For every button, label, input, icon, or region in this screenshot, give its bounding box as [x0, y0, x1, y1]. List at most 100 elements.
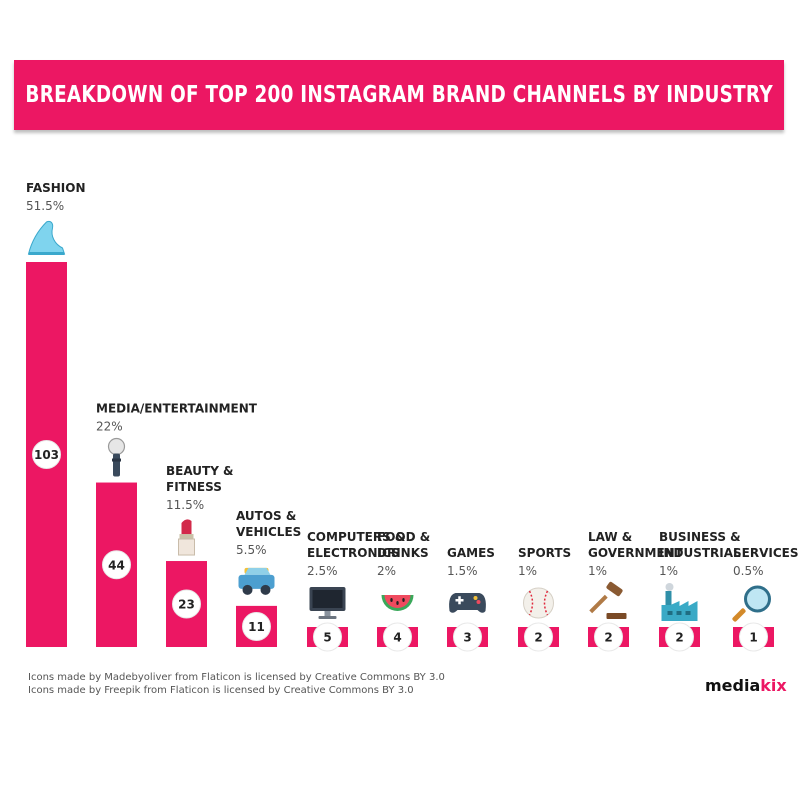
melon-seed — [390, 598, 393, 602]
car-wheel — [242, 584, 253, 595]
value-label: 23 — [178, 598, 195, 612]
value-badge — [594, 622, 623, 652]
category-label: COMPUTERS & — [307, 530, 405, 544]
category-label: BEAUTY & — [166, 464, 234, 478]
baseball-stitch — [528, 590, 534, 616]
percent-label: 1.5% — [447, 564, 478, 578]
credit-line: Icons made by Freepik from Flaticon is l… — [28, 685, 414, 696]
monitor-screen — [312, 590, 343, 608]
category-label: FASHION — [26, 181, 86, 195]
percent-label: 22% — [96, 420, 123, 434]
percent-label: 2.5% — [307, 564, 338, 578]
percent-label: 5.5% — [236, 543, 267, 557]
percent-label: 1% — [518, 564, 537, 578]
value-badge — [242, 611, 271, 641]
game-controller-icon — [449, 593, 486, 613]
value-badge — [665, 622, 694, 652]
value-badge — [172, 589, 201, 619]
category-label: INDUSTRIAL — [659, 546, 741, 560]
microphone-icon — [107, 437, 126, 477]
controller-button — [473, 596, 478, 600]
value-badge — [524, 622, 553, 652]
value-badge — [32, 440, 61, 469]
mic-band — [112, 458, 121, 462]
value-badge — [102, 550, 131, 580]
gavel-head — [606, 581, 623, 597]
value-label: 1 — [749, 631, 757, 645]
category-label: FITNESS — [166, 480, 222, 494]
gavel-icon — [589, 581, 627, 619]
category-label: GAMES — [447, 546, 495, 560]
slipper-sole — [28, 252, 65, 255]
value-label: 2 — [675, 631, 683, 645]
category-label: SERVICES — [733, 546, 798, 560]
baseball-ball — [523, 587, 554, 619]
car-cabin — [244, 567, 271, 575]
category-label: SPORTS — [518, 546, 571, 560]
mic-head — [107, 437, 126, 456]
factory-smoke — [665, 583, 674, 591]
icon-credits: Icons made by Madebyoliver from Flaticon… — [28, 671, 445, 697]
title-banner: BREAKDOWN OF TOP 200 INSTAGRAM BRAND CHA… — [14, 60, 784, 130]
percent-label: 11.5% — [166, 498, 204, 512]
percent-label: 0.5% — [733, 564, 764, 578]
factory-window — [667, 611, 673, 615]
monitor-neck — [324, 611, 331, 616]
factory-chimney — [665, 591, 672, 605]
value-label: 5 — [323, 631, 331, 645]
category-label: AUTOS & — [236, 509, 296, 523]
category-label: FOOD & — [377, 530, 430, 544]
value-label: 44 — [108, 558, 125, 572]
category-label: DRINKS — [377, 546, 429, 560]
value-label: 3 — [463, 631, 471, 645]
controller-dpad — [458, 596, 461, 605]
melon-seed — [396, 601, 399, 605]
lipstick-case — [178, 538, 195, 556]
category-label: MEDIA/ENTERTAINMENT — [96, 402, 258, 416]
value-badge — [313, 622, 342, 652]
value-label: 2 — [604, 631, 612, 645]
category-label: ELECTRONICS — [307, 546, 400, 560]
factory-window — [676, 611, 682, 615]
monitor-base — [318, 616, 337, 619]
credit-line: Icons made by Madebyoliver from Flaticon… — [28, 672, 445, 683]
gavel-block — [606, 613, 627, 619]
percent-label: 1% — [659, 564, 678, 578]
controller-button — [476, 600, 481, 604]
magnifying-glass-icon — [732, 585, 771, 622]
gavel-handle — [589, 594, 608, 614]
percent-label: 51.5% — [26, 199, 64, 213]
factory-icon — [661, 583, 698, 621]
monitor-icon — [309, 587, 346, 619]
category-label: BUSINESS & — [659, 530, 741, 544]
category-label: LAW & — [588, 530, 632, 544]
value-label: 103 — [34, 448, 59, 462]
value-badge — [453, 622, 482, 652]
mic-handle — [113, 453, 120, 477]
melon-seed — [402, 598, 405, 602]
car-wheel — [260, 584, 271, 595]
controller-body — [449, 593, 486, 613]
value-badge — [383, 622, 412, 652]
factory-window — [685, 611, 691, 615]
category-label: GOVERNMENT — [588, 546, 684, 560]
watermelon-icon — [381, 595, 414, 611]
baseball-stitch — [543, 590, 549, 616]
lipstick-tip — [181, 519, 192, 536]
percent-label: 2% — [377, 564, 396, 578]
lipstick-collar — [179, 534, 194, 541]
slipper-body — [27, 220, 66, 255]
baseball-icon — [523, 587, 554, 619]
magnifier-lens — [744, 585, 771, 613]
category-label: VEHICLES — [236, 525, 301, 539]
value-label: 2 — [534, 631, 542, 645]
magnifier-handle — [732, 608, 746, 622]
lipstick-icon — [178, 519, 195, 556]
chart-title: BREAKDOWN OF TOP 200 INSTAGRAM BRAND CHA… — [25, 82, 773, 108]
car-icon — [238, 567, 275, 595]
value-label: 4 — [393, 631, 401, 645]
value-label: 11 — [248, 620, 265, 634]
mediakix-logo: mediakix — [705, 676, 787, 695]
glass-slipper-icon — [27, 220, 66, 255]
